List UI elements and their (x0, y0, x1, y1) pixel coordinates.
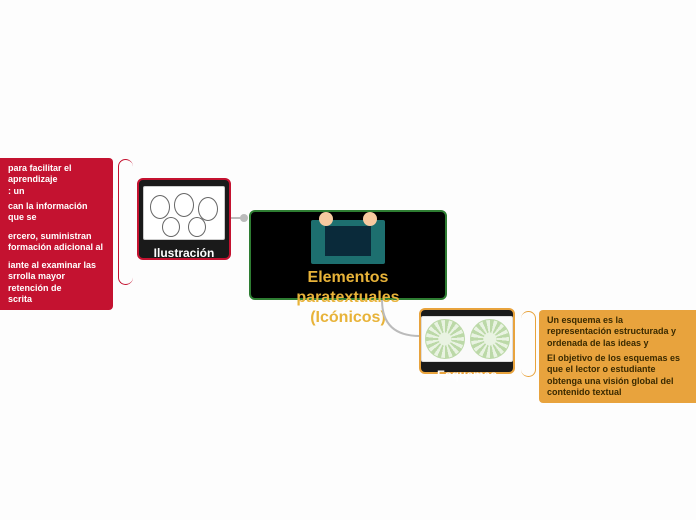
esquemas-label: Esquemas (421, 366, 513, 388)
ilustracion-label: Ilustración (139, 244, 229, 266)
ilustracion-bracket (118, 159, 133, 285)
tablet-screen (325, 226, 371, 256)
central-thumbnail (311, 220, 385, 264)
ilustracion-node[interactable]: Ilustración (137, 178, 231, 260)
esquemas-bracket (521, 311, 536, 377)
esquemas-thumbnail (421, 316, 513, 362)
rosette-icon (470, 319, 510, 359)
connector-left (231, 217, 243, 219)
ilustracion-thumbnail (143, 186, 225, 240)
esquemas-node[interactable]: Esquemas (419, 308, 515, 374)
ilu-detail-4: iante al examinar lassrrolla mayor reten… (0, 255, 113, 310)
rosette-icon (425, 319, 465, 359)
central-node[interactable]: Elementos paratextuales (Icónicos) (249, 210, 447, 300)
esq-detail-2: El objetivo de los esquemas es que el le… (539, 348, 696, 403)
central-title-line2: (Icónicos) (310, 309, 386, 326)
